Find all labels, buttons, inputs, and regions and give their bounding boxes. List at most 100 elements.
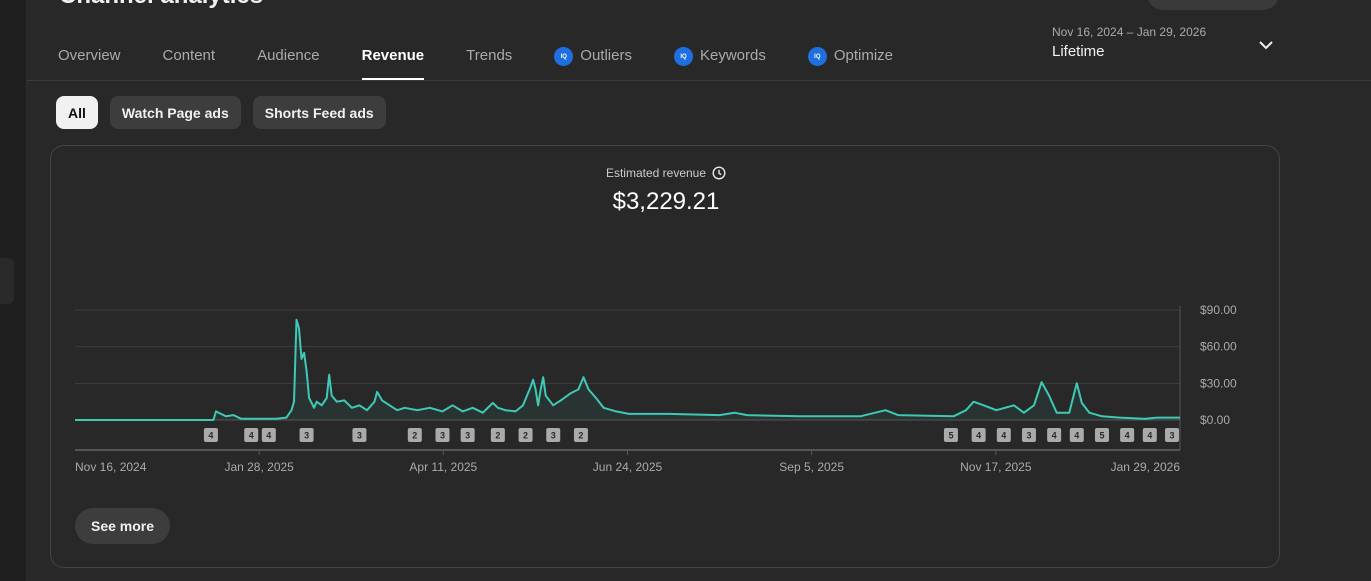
revenue-chart: $0.00 $30.00 $60.00 $90.00 Nov 16, 2024 Jan 2… bbox=[75, 303, 1237, 474]
upload-marker-box bbox=[518, 428, 533, 442]
metric-label: Estimated revenue bbox=[605, 166, 707, 180]
upload-marker-box bbox=[1069, 428, 1084, 442]
upload-marker[interactable]: 4 bbox=[1120, 428, 1135, 442]
x-tick-label: Nov 16, 2024 bbox=[75, 460, 147, 474]
upload-marker-box bbox=[546, 428, 561, 442]
upload-marker[interactable]: 2 bbox=[407, 428, 422, 442]
see-more-button[interactable]: See more bbox=[75, 508, 171, 544]
upload-marker-count: 4 bbox=[1147, 431, 1152, 441]
series-line bbox=[75, 318, 1180, 421]
tab-label: Keywords bbox=[699, 47, 766, 64]
x-tick-label: Apr 11, 2025 bbox=[409, 460, 477, 474]
revenue-card: Estimated revenue $3,229.21 $0.00 $30.00 $… bbox=[50, 145, 1280, 568]
tab-label: Optimize bbox=[833, 47, 894, 64]
tabs-divider bbox=[27, 80, 1371, 81]
upload-marker-count: 5 bbox=[948, 431, 953, 441]
upload-marker-count: 3 bbox=[551, 431, 556, 441]
upload-marker-count: 2 bbox=[578, 431, 583, 441]
upload-marker-box bbox=[1142, 428, 1157, 442]
x-tick-label: Sep 5, 2025 bbox=[779, 460, 844, 474]
upload-marker-count: 4 bbox=[1074, 431, 1079, 441]
chip-all[interactable]: All bbox=[56, 96, 98, 129]
upload-marker[interactable]: 3 bbox=[299, 428, 314, 442]
upload-marker-box bbox=[490, 428, 505, 442]
upload-marker[interactable]: 4 bbox=[996, 428, 1011, 442]
upload-marker-count: 4 bbox=[1125, 431, 1130, 441]
y-tick-label: $60.00 bbox=[1200, 340, 1237, 354]
tab-optimize[interactable]: IQ Optimize bbox=[807, 36, 894, 80]
tab-audience[interactable]: Audience bbox=[257, 36, 320, 80]
date-range-period: Lifetime bbox=[1052, 43, 1105, 60]
tab-label: Overview bbox=[58, 47, 121, 64]
upload-marker-box bbox=[244, 428, 259, 442]
y-tick-label: $0.00 bbox=[1200, 413, 1230, 427]
upload-marker-count: 3 bbox=[357, 431, 362, 441]
header-button[interactable] bbox=[1147, 0, 1279, 10]
upload-marker-count: 4 bbox=[266, 431, 271, 441]
metric-header: Estimated revenue $3,229.21 bbox=[51, 164, 1281, 216]
upload-marker-count: 4 bbox=[249, 431, 254, 441]
upload-marker-box bbox=[352, 428, 367, 442]
upload-marker-box bbox=[1094, 428, 1109, 442]
upload-marker[interactable]: 3 bbox=[352, 428, 367, 442]
upload-marker-box bbox=[460, 428, 475, 442]
upload-marker-count: 4 bbox=[208, 431, 213, 441]
date-range-selector[interactable]: Nov 16, 2024 – Jan 29, 2026 Lifetime bbox=[1052, 25, 1206, 60]
upload-marker-box bbox=[407, 428, 422, 442]
upload-marker-box bbox=[203, 428, 218, 442]
upload-marker[interactable]: 3 bbox=[1021, 428, 1036, 442]
upload-marker[interactable]: 4 bbox=[971, 428, 986, 442]
upload-marker-count: 4 bbox=[1001, 431, 1006, 441]
upload-marker-count: 5 bbox=[1099, 431, 1104, 441]
upload-marker-count: 4 bbox=[1052, 431, 1057, 441]
upload-marker[interactable]: 3 bbox=[546, 428, 561, 442]
upload-marker-count: 3 bbox=[1026, 431, 1031, 441]
upload-marker[interactable]: 2 bbox=[573, 428, 588, 442]
tab-keywords[interactable]: IQ Keywords bbox=[673, 36, 766, 80]
upload-marker[interactable]: 3 bbox=[435, 428, 450, 442]
upload-marker[interactable]: 3 bbox=[460, 428, 475, 442]
upload-marker-box bbox=[971, 428, 986, 442]
metric-value: $3,229.21 bbox=[612, 188, 720, 215]
upload-marker[interactable]: 3 bbox=[1165, 428, 1179, 442]
left-rail bbox=[0, 0, 27, 581]
upload-marker[interactable]: 4 bbox=[1142, 428, 1157, 442]
upload-marker[interactable]: 4 bbox=[1069, 428, 1084, 442]
rail-handle[interactable] bbox=[0, 258, 14, 304]
upload-marker[interactable]: 4 bbox=[1047, 428, 1062, 442]
tab-bar: Overview Content Audience Revenue Trends IQ Ou… bbox=[58, 36, 935, 80]
clock-icon[interactable] bbox=[712, 166, 726, 180]
x-tick-label: Nov 17, 2025 bbox=[960, 460, 1032, 474]
y-tick-label: $30.00 bbox=[1200, 376, 1237, 390]
chevron-down-icon[interactable] bbox=[1258, 37, 1274, 53]
upload-marker-box bbox=[435, 428, 450, 442]
upload-marker[interactable]: 2 bbox=[518, 428, 533, 442]
tab-trends[interactable]: Trends bbox=[466, 36, 512, 80]
tab-overview[interactable]: Overview bbox=[58, 36, 121, 80]
upload-marker-box bbox=[573, 428, 588, 442]
upload-marker[interactable]: 4 bbox=[261, 428, 276, 442]
tab-revenue[interactable]: Revenue bbox=[361, 36, 424, 80]
metric-label-row: Estimated revenue bbox=[606, 166, 726, 180]
upload-marker[interactable]: 2 bbox=[490, 428, 505, 442]
iq-icon: IQ bbox=[673, 47, 693, 66]
x-tick-label: Jun 24, 2025 bbox=[593, 460, 663, 474]
upload-marker-count: 3 bbox=[1169, 431, 1174, 441]
upload-marker[interactable]: 5 bbox=[943, 428, 958, 442]
main-panel: Channel analytics Overview Content Audienc… bbox=[27, 0, 1371, 581]
upload-marker-count: 3 bbox=[440, 431, 445, 441]
tab-label: Outliers bbox=[580, 47, 632, 64]
chip-shorts-feed-ads[interactable]: Shorts Feed ads bbox=[252, 96, 386, 129]
upload-marker-count: 2 bbox=[495, 431, 500, 441]
tab-label: Trends bbox=[466, 47, 513, 64]
upload-marker[interactable]: 4 bbox=[244, 428, 259, 442]
tab-outliers[interactable]: IQ Outliers bbox=[554, 36, 632, 80]
chip-watch-page-ads[interactable]: Watch Page ads bbox=[109, 96, 241, 129]
tab-content[interactable]: Content bbox=[163, 36, 216, 80]
upload-marker-count: 2 bbox=[523, 431, 528, 441]
upload-marker-box bbox=[299, 428, 314, 442]
tab-label: Content bbox=[162, 47, 216, 64]
upload-marker[interactable]: 5 bbox=[1094, 428, 1109, 442]
upload-marker[interactable]: 4 bbox=[203, 428, 218, 442]
page-title: Channel analytics bbox=[59, 0, 263, 10]
